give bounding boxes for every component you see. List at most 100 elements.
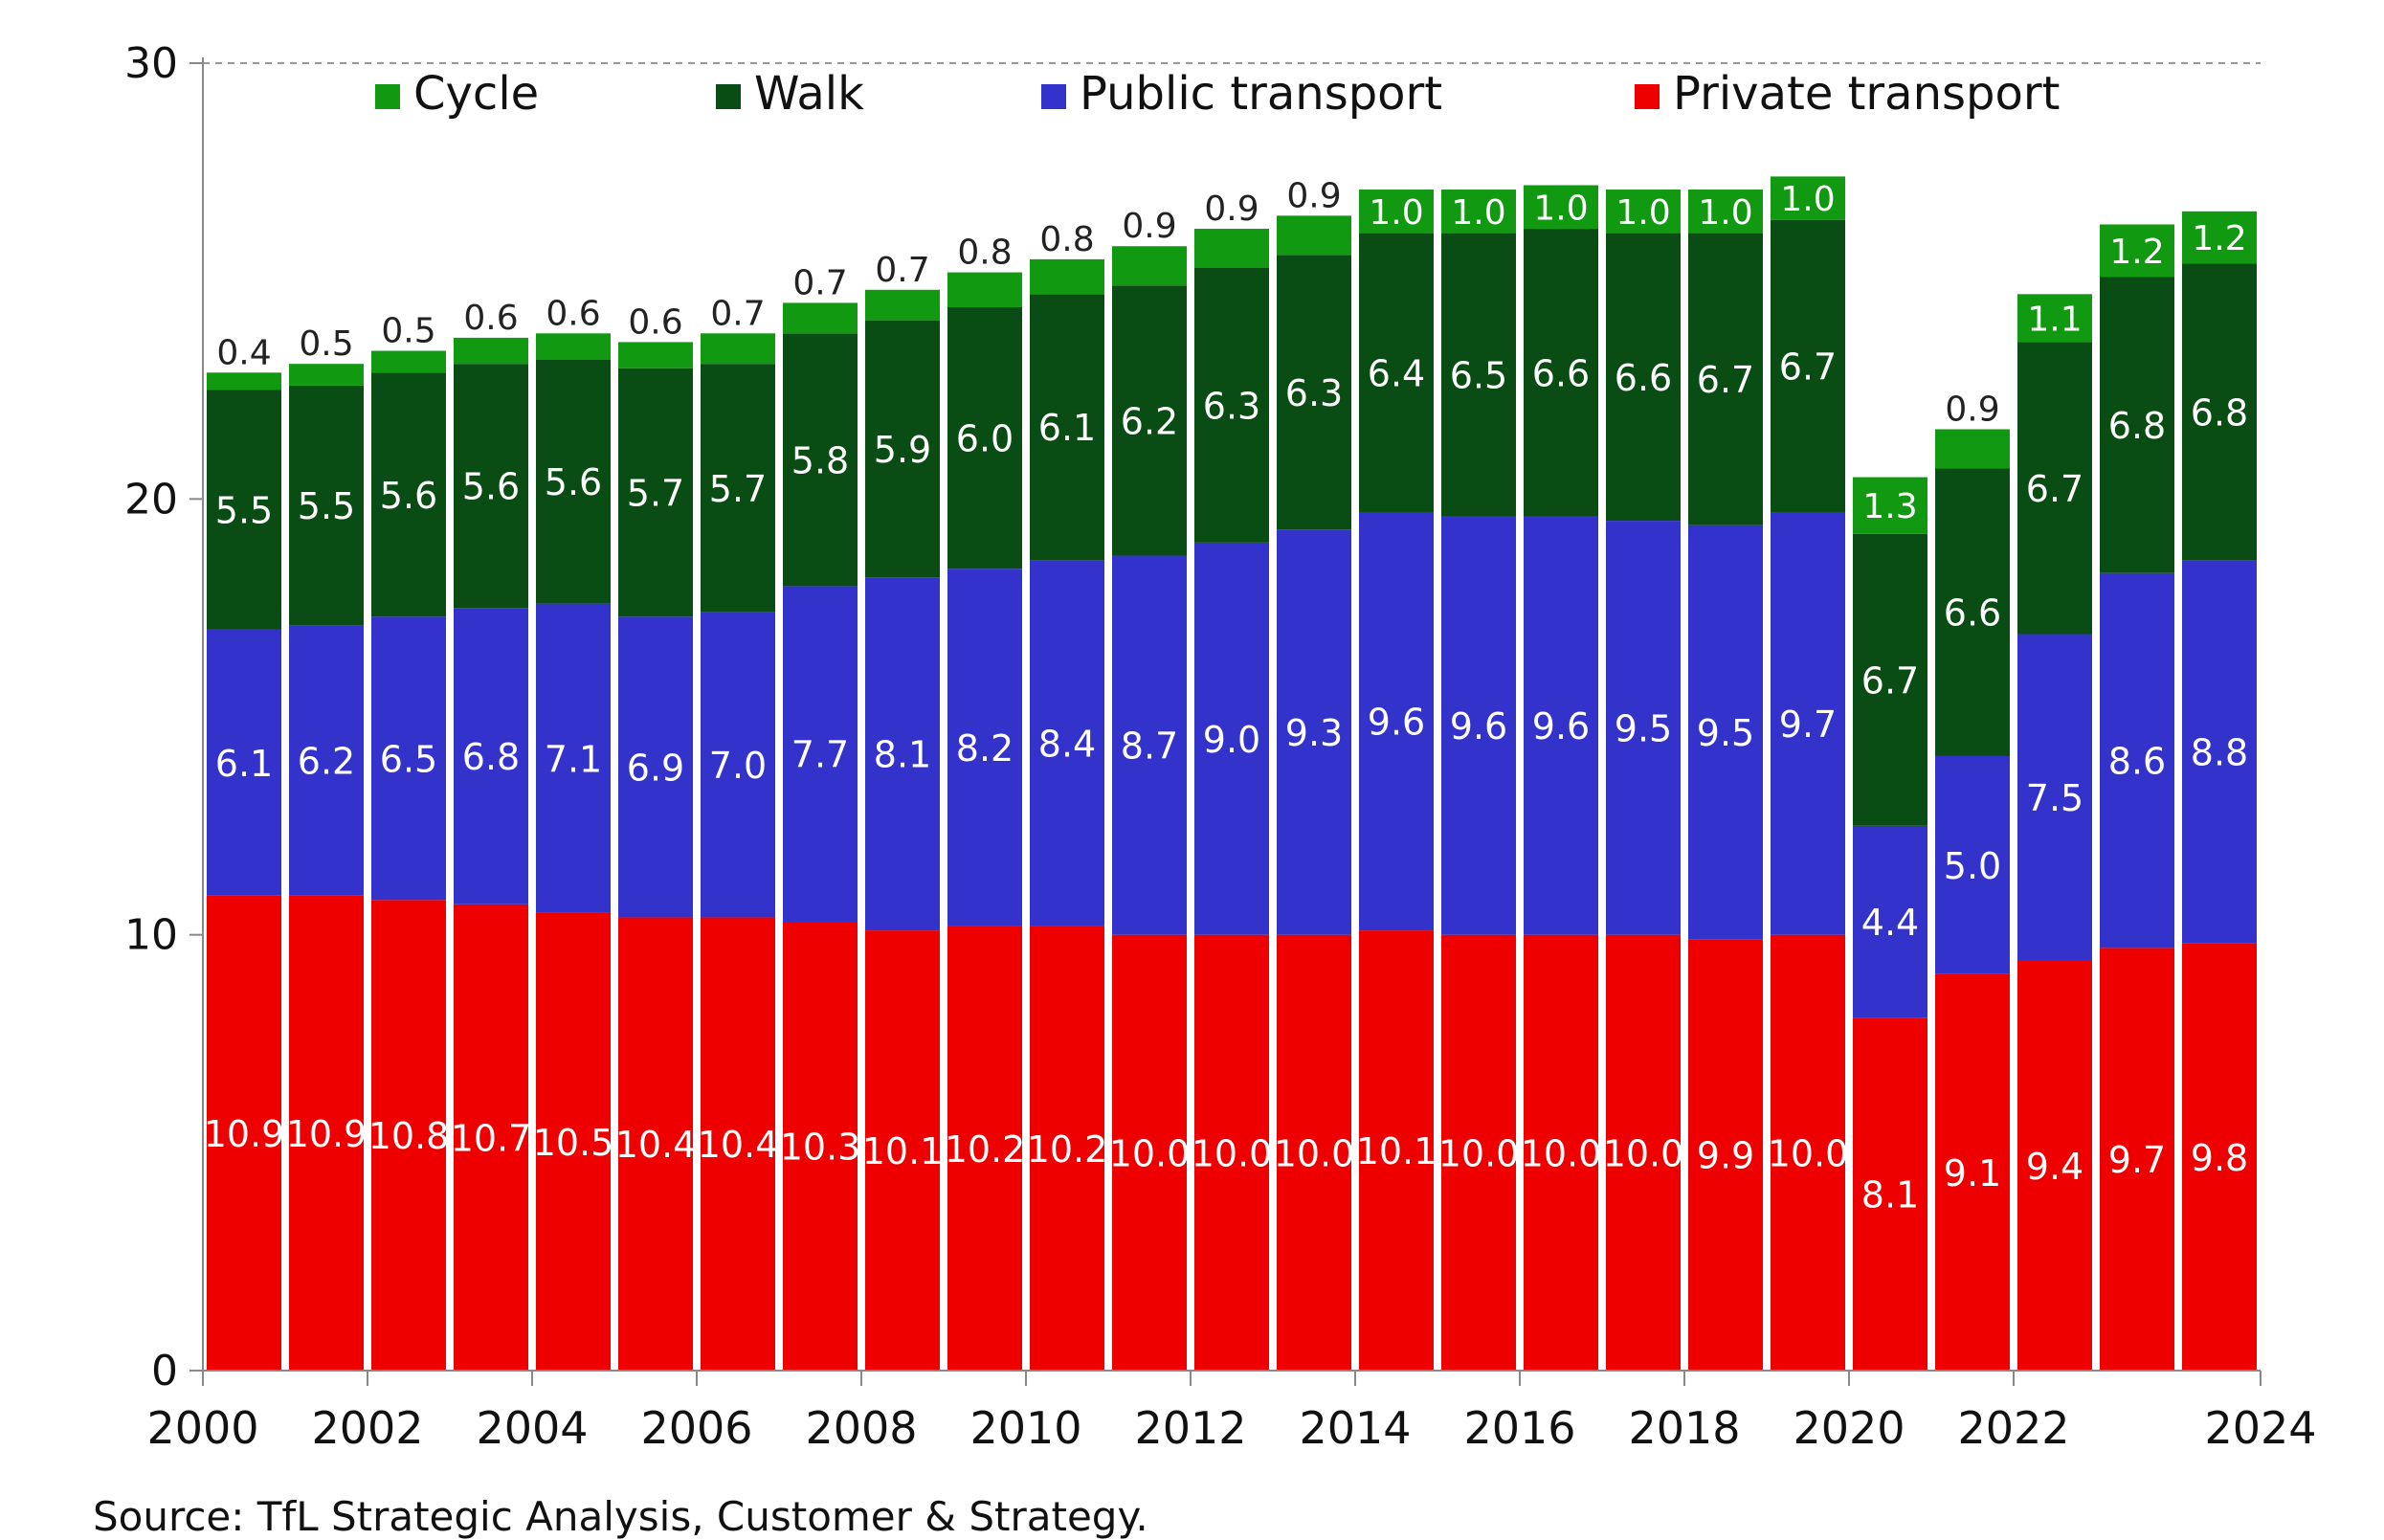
bar-walk-2019 <box>1771 219 1845 512</box>
bar-public-transport-2013 <box>1277 529 1351 935</box>
axes: 0 10 20 30 2000 2002 2004 2006 2008 2010 2012 2014 2… <box>124 39 2317 1454</box>
bar-private-transport-2010 <box>1030 926 1104 1371</box>
label-private-transport-2018: 9.9 <box>1697 1135 1754 1177</box>
source-note: Source: TfL Strategic Analysis, Customer… <box>93 1493 1148 1540</box>
bar-public-transport-2018 <box>1688 524 1763 940</box>
label-public-transport-2013: 9.3 <box>1285 712 1343 754</box>
bar-private-transport-2002 <box>371 900 446 1371</box>
bar-public-transport-2019 <box>1771 511 1845 935</box>
bar-cycle-2018 <box>1688 190 1763 234</box>
bar-private-transport-2012 <box>1194 934 1269 1371</box>
bar-walk-2007 <box>783 333 858 587</box>
label-public-transport-2008: 8.1 <box>874 734 931 776</box>
bar-walk-2012 <box>1194 268 1269 543</box>
label-public-transport-2014: 9.6 <box>1368 702 1425 744</box>
legend-label-private-transport: Private transport <box>1673 67 2060 121</box>
label-cycle-2006: 0.7 <box>710 294 765 333</box>
label-cycle-2008: 0.7 <box>875 251 929 290</box>
label-cycle-2013: 0.9 <box>1286 176 1341 215</box>
bar-cycle-2000 <box>207 372 281 391</box>
bar-private-transport-2020 <box>1853 1017 1927 1371</box>
bar-private-transport-2015 <box>1441 934 1516 1371</box>
bar-walk-2020 <box>1853 533 1927 826</box>
legend-swatch-private-transport <box>1635 84 1660 109</box>
bar-walk-2006 <box>701 364 775 613</box>
bar-walk-2004 <box>536 359 611 604</box>
label-cycle-2024: 1.2 <box>2192 219 2246 258</box>
bar-private-transport-2023 <box>2100 948 2174 1371</box>
label-cycle-2004: 0.6 <box>546 294 600 333</box>
label-private-transport-2010: 10.2 <box>1027 1128 1108 1171</box>
bar-cycle-2009 <box>947 272 1022 307</box>
label-public-transport-2015: 9.6 <box>1450 705 1507 748</box>
bar-walk-2024 <box>2182 263 2257 561</box>
legend-swatch-cycle <box>375 84 400 109</box>
bar-cycle-2011 <box>1112 246 1187 286</box>
label-public-transport-2021: 5.0 <box>1944 845 2001 887</box>
bar-walk-2008 <box>865 320 940 578</box>
x-tick-label-2018: 2018 <box>1628 1402 1740 1454</box>
label-cycle-2020: 1.3 <box>1862 487 1917 526</box>
y-tick-label-10: 10 <box>124 911 178 960</box>
bar-private-transport-2013 <box>1277 934 1351 1371</box>
label-private-transport-2003: 10.7 <box>451 1117 532 1159</box>
label-cycle-2016: 1.0 <box>1533 189 1588 228</box>
bar-public-transport-2020 <box>1853 825 1927 1018</box>
label-cycle-2017: 1.0 <box>1615 193 1670 233</box>
bar-private-transport-2014 <box>1359 930 1434 1371</box>
bar-cycle-2022 <box>2017 294 2092 343</box>
bar-public-transport-2003 <box>454 608 528 904</box>
label-private-transport-2007: 10.3 <box>780 1127 861 1169</box>
label-cycle-2015: 1.0 <box>1451 193 1505 233</box>
label-walk-2023: 6.8 <box>2108 405 2166 447</box>
label-cycle-2009: 0.8 <box>957 234 1012 273</box>
label-walk-2008: 5.9 <box>874 429 931 471</box>
bar-walk-2011 <box>1112 285 1187 556</box>
bar-walk-2013 <box>1277 255 1351 530</box>
bar-cycle-2007 <box>783 302 858 334</box>
bar-cycle-2010 <box>1030 258 1104 295</box>
x-tick-label-2012: 2012 <box>1134 1402 1246 1454</box>
bar-cycle-2013 <box>1277 215 1351 256</box>
bar-private-transport-2000 <box>207 895 281 1371</box>
label-walk-2024: 6.8 <box>2191 391 2248 434</box>
label-cycle-2007: 0.7 <box>792 263 847 302</box>
bar-private-transport-2021 <box>1935 973 2010 1371</box>
label-walk-2000: 5.5 <box>215 490 273 532</box>
bar-private-transport-2009 <box>947 926 1022 1371</box>
label-private-transport-2005: 10.4 <box>615 1124 697 1166</box>
bar-cycle-2017 <box>1606 190 1681 234</box>
label-cycle-2003: 0.6 <box>463 299 518 338</box>
label-walk-2001: 5.5 <box>298 485 355 527</box>
label-cycle-2012: 0.9 <box>1204 190 1259 229</box>
bar-public-transport-2002 <box>371 616 446 901</box>
bar-private-transport-2017 <box>1606 934 1681 1371</box>
label-walk-2017: 6.6 <box>1615 357 1672 399</box>
label-walk-2018: 6.7 <box>1697 359 1754 401</box>
label-public-transport-2016: 9.6 <box>1532 705 1590 748</box>
y-tick-label-30: 30 <box>124 39 178 88</box>
bar-cycle-2001 <box>289 364 364 386</box>
label-private-transport-2024: 9.8 <box>2191 1137 2248 1179</box>
label-private-transport-2000: 10.9 <box>204 1113 285 1155</box>
label-private-transport-2009: 10.2 <box>945 1128 1026 1171</box>
label-private-transport-2013: 10.0 <box>1274 1132 1355 1174</box>
label-public-transport-2012: 9.0 <box>1203 719 1260 761</box>
label-walk-2015: 6.5 <box>1450 355 1507 397</box>
label-public-transport-2019: 9.7 <box>1779 703 1837 746</box>
label-private-transport-2021: 9.1 <box>1944 1152 2001 1194</box>
label-cycle-2018: 1.0 <box>1698 193 1752 233</box>
label-public-transport-2002: 6.5 <box>380 738 437 780</box>
bar-walk-2016 <box>1524 229 1598 517</box>
bar-walk-2009 <box>947 306 1022 569</box>
bar-walk-2022 <box>2017 342 2092 635</box>
bar-walk-2000 <box>207 390 281 630</box>
bar-walk-2001 <box>289 385 364 626</box>
label-cycle-2014: 1.0 <box>1369 193 1423 233</box>
x-tick-label-2014: 2014 <box>1299 1402 1411 1454</box>
label-walk-2012: 6.3 <box>1203 385 1260 427</box>
label-public-transport-2007: 7.7 <box>791 734 849 776</box>
bar-public-transport-2011 <box>1112 555 1187 935</box>
label-public-transport-2010: 8.4 <box>1038 723 1096 765</box>
label-public-transport-2000: 6.1 <box>215 743 273 785</box>
